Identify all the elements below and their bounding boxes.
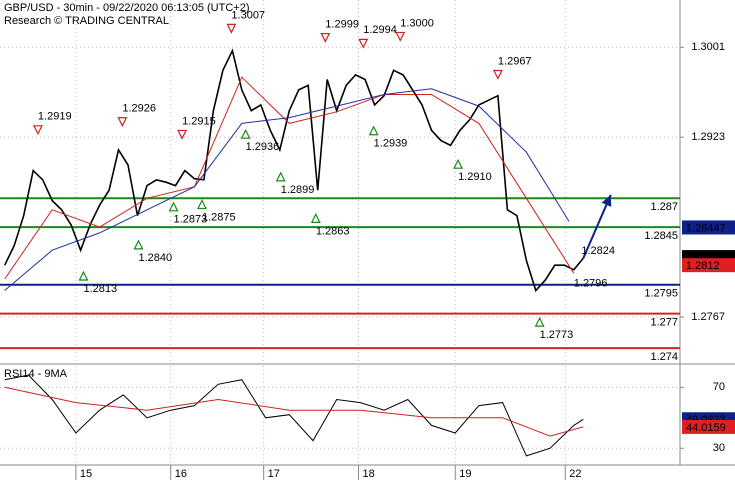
pivot-label: 1.2926 [122, 103, 156, 115]
pivot-label: 1.2773 [540, 329, 574, 341]
x-tick-label: 19 [459, 468, 471, 480]
series-line [3, 48, 584, 293]
level-label: 1.2795 [644, 288, 678, 300]
y-tick-label: 30 [713, 442, 725, 454]
x-tick-label: 15 [80, 468, 92, 480]
pivot-label: 1.2875 [202, 211, 236, 223]
price-marker-label: 1.28447 [686, 222, 726, 234]
pivot-label: 1.2994 [363, 24, 397, 36]
pivot-label: 1.2999 [325, 18, 359, 30]
y-tick-label: 1.3001 [691, 41, 725, 53]
annotation: 1.2796 [574, 278, 608, 290]
level-label: 1.274 [650, 351, 678, 363]
series-line [4, 374, 584, 457]
x-tick-label: 18 [362, 468, 374, 480]
pivot-label: 1.2915 [182, 115, 216, 127]
pivot-label: 1.2939 [374, 138, 408, 150]
pivot-label: 1.2910 [458, 171, 492, 183]
pivot-high-marker [320, 32, 331, 43]
pivot-label: 1.2899 [281, 184, 315, 196]
projection-line [582, 194, 612, 259]
pivot-low-marker [368, 125, 379, 136]
chart-title: GBP/USD - 30min - 09/22/2020 06:13:05 (U… [4, 2, 249, 14]
level-label: 1.287 [650, 201, 678, 213]
series-line [4, 76, 575, 280]
series-line [4, 88, 570, 291]
price-marker [682, 220, 735, 235]
y-tick-label: 1.2767 [691, 311, 725, 323]
level-label: 1.277 [650, 316, 678, 328]
price-marker [682, 258, 735, 273]
price-marker-label: 1.2812 [686, 260, 720, 272]
pivot-low-marker [453, 158, 464, 169]
pivot-high-marker [117, 117, 128, 128]
pivot-high-marker [492, 69, 503, 80]
pivot-label: 1.2967 [498, 55, 532, 67]
pivot-low-marker [240, 128, 251, 139]
pivot-low-marker [310, 213, 321, 223]
projection-arrowhead [601, 194, 612, 207]
x-tick-label: 22 [569, 468, 581, 480]
pivot-label: 1.2919 [38, 111, 72, 123]
price-marker-label: 44.0159 [686, 422, 726, 434]
y-tick-label: 70 [713, 381, 725, 393]
y-tick-label: 1.2923 [691, 131, 725, 143]
pivot-high-marker [395, 31, 406, 42]
pivot-high-marker [226, 23, 237, 34]
pivot-label: 1.2813 [83, 283, 117, 295]
price-marker [682, 419, 735, 434]
pivot-low-marker [78, 270, 89, 281]
pivot-label: 1.2936 [246, 141, 280, 153]
pivot-label: 1.2840 [138, 252, 172, 264]
pivot-low-marker [168, 201, 179, 212]
x-tick-label: 16 [175, 468, 187, 480]
pivot-low-marker [197, 199, 207, 210]
pivot-label: 1.3007 [231, 9, 265, 21]
pivot-label: 1.2863 [316, 225, 350, 237]
pivot-label: 1.2873 [174, 214, 208, 226]
pivot-high-marker [177, 129, 188, 140]
x-tick-label: 17 [268, 468, 280, 480]
pivot-low-marker [133, 239, 144, 250]
annotation: 1.2824 [581, 245, 615, 257]
level-label: 1.2845 [644, 230, 678, 242]
pivot-high-marker [358, 38, 369, 49]
pivot-high-marker [32, 125, 43, 136]
chart-subtitle: Research © TRADING CENTRAL [4, 15, 169, 27]
pivot-low-marker [275, 171, 286, 182]
pivot-label: 1.3000 [400, 17, 434, 29]
pivot-low-marker [534, 316, 545, 327]
series-line [4, 386, 584, 437]
